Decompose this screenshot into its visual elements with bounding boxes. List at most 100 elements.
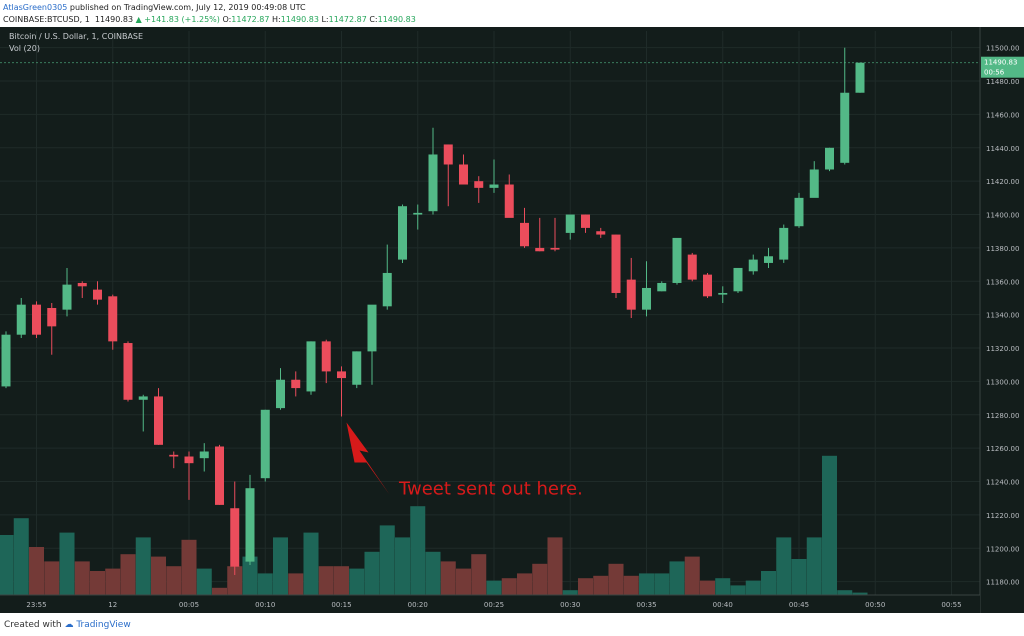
volume-bar	[806, 537, 822, 595]
legend-title: Bitcoin / U.S. Dollar, 1, COINBASE	[9, 32, 143, 41]
candle-body	[276, 379, 285, 409]
volume-bar	[562, 590, 578, 595]
candle-body	[489, 184, 499, 188]
time-tick-label: 00:05	[179, 601, 199, 609]
volume-bar	[761, 571, 776, 595]
candlestick-chart[interactable]: 11180.00 11200.00 11220.00 11240.00 11260.00…	[0, 27, 1024, 613]
high-label: H:	[272, 15, 281, 24]
volume-bar	[242, 556, 258, 595]
volume-bars	[0, 455, 868, 595]
price-tick-label: 11300.00	[986, 378, 1019, 386]
volume-bar	[730, 585, 746, 595]
annotation[interactable]: Tweet sent out here.	[346, 422, 583, 499]
volume-bar	[120, 554, 136, 595]
volume-bar	[578, 578, 593, 595]
volume-bar	[547, 537, 563, 595]
publish-line: AtlasGreen0305 published on TradingView.…	[3, 3, 306, 12]
volume-bar	[425, 551, 441, 595]
candle-body	[352, 351, 362, 385]
price-tick-label: 11200.00	[986, 545, 1019, 553]
price-axis[interactable]: 11180.00 11200.00 11220.00 11240.00 11260.00…	[979, 27, 1024, 613]
volume-bar	[105, 568, 121, 595]
price-tick-label: 11360.00	[986, 278, 1019, 286]
volume-bar	[13, 518, 29, 595]
candle-body	[764, 256, 773, 263]
candle-body	[47, 307, 57, 327]
close-label: C:	[369, 15, 378, 24]
candle-body	[642, 287, 651, 310]
last-price: 11490.83	[94, 15, 134, 24]
candle-body	[459, 164, 468, 185]
open-value: 11472.87	[231, 15, 270, 24]
candle-body	[718, 292, 728, 295]
candle-body	[581, 214, 590, 228]
price-tick-label: 11380.00	[986, 245, 1019, 253]
time-tick-label: 23:55	[26, 601, 46, 609]
time-tick-label: 00:35	[636, 601, 656, 609]
price-tick-label: 11340.00	[986, 312, 1019, 320]
grid-lines	[0, 31, 980, 595]
countdown-value: 00:56	[984, 69, 1005, 77]
volume-bar	[532, 563, 548, 595]
candle-body	[611, 234, 621, 293]
candle-body	[382, 272, 392, 307]
volume-bar	[318, 566, 334, 595]
volume-bar	[212, 587, 227, 595]
candle-body	[809, 169, 819, 198]
volume-bar	[227, 566, 243, 595]
price-axis-bg	[980, 27, 1024, 613]
time-tick-label: 00:45	[789, 601, 809, 609]
volume-bar	[639, 573, 654, 595]
volume-bar	[29, 547, 44, 595]
time-tick-label: 00:55	[941, 601, 961, 609]
candle-body	[733, 267, 743, 292]
volume-bar	[303, 532, 319, 595]
created-with: Created with ☁ TradingView	[4, 620, 131, 630]
volume-bar	[654, 573, 670, 595]
volume-bar	[334, 566, 349, 595]
volume-bar	[196, 568, 212, 595]
candle-body	[77, 282, 87, 287]
time-tick-label: 00:40	[713, 601, 733, 609]
tradingview-link[interactable]: TradingView	[76, 620, 131, 630]
volume-bar	[410, 506, 426, 595]
time-axis[interactable]: 23:55 12 00:05 00:10 00:15 00:20 00:25 00:30 00:…	[0, 594, 980, 613]
candle-body	[413, 212, 423, 215]
candle-body	[108, 296, 118, 342]
header-bar: AtlasGreen0305 published on TradingView.…	[0, 0, 1024, 27]
candle-body	[794, 197, 804, 227]
volume-bar	[852, 592, 868, 595]
candle-body	[123, 343, 133, 400]
created-with-label: Created with	[4, 620, 62, 630]
price-tick-label: 11500.00	[986, 45, 1019, 53]
candle-body	[443, 144, 453, 165]
volume-bar	[684, 556, 700, 595]
last-price-value: 11490.83	[984, 59, 1017, 67]
volume-bar	[166, 566, 182, 595]
price-tick-label: 11460.00	[986, 111, 1019, 119]
volume-bar	[273, 537, 288, 595]
candle-body	[504, 184, 514, 218]
volume-bar	[395, 537, 410, 595]
time-tick-label: 12	[108, 601, 117, 609]
candle-body	[520, 222, 529, 247]
candle-body	[337, 371, 346, 379]
annotation-arrow-icon	[346, 422, 390, 495]
volume-bar	[257, 573, 273, 595]
candle-body	[657, 282, 667, 292]
candle-body	[703, 274, 712, 297]
tradingview-logo-icon: ☁	[64, 620, 74, 630]
volume-bar	[669, 561, 685, 595]
close-value: 11490.83	[377, 15, 416, 24]
low-label: L:	[321, 15, 329, 24]
volume-bar	[379, 525, 395, 595]
price-tag: 11490.83 00:56	[0, 56, 1024, 78]
candle-body	[260, 409, 270, 479]
volume-bar	[456, 568, 471, 595]
author-link[interactable]: AtlasGreen0305	[3, 3, 68, 12]
legend-volume: Vol (20)	[9, 44, 40, 53]
volume-bar	[440, 561, 456, 595]
candle-body	[306, 341, 316, 392]
chart-area[interactable]: 11180.00 11200.00 11220.00 11240.00 11260.00…	[0, 27, 1024, 613]
time-tick-label: 00:30	[560, 601, 580, 609]
